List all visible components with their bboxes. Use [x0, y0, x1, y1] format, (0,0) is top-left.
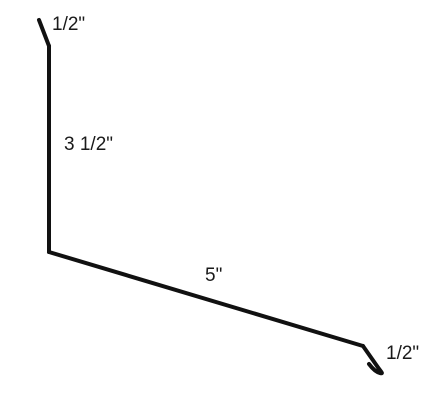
- end-hem-fold: [361, 344, 384, 376]
- top-hem-label: 1/2": [52, 14, 85, 35]
- vertical-leg-label: 3 1/2": [64, 134, 113, 155]
- end-hem-label: 1/2": [386, 343, 419, 364]
- top-hem-flange: [37, 18, 51, 48]
- bottom-leg: [47, 250, 365, 348]
- bottom-leg-label: 5": [205, 265, 222, 286]
